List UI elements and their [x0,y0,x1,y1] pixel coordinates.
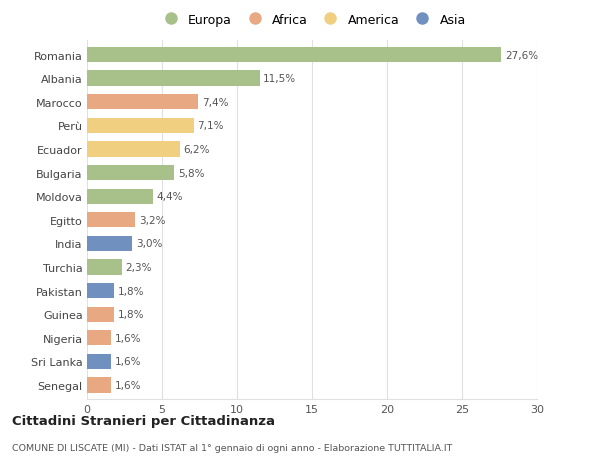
Text: 7,4%: 7,4% [202,98,228,107]
Text: 1,8%: 1,8% [118,286,144,296]
Text: 4,4%: 4,4% [157,192,183,202]
Text: Cittadini Stranieri per Cittadinanza: Cittadini Stranieri per Cittadinanza [12,414,275,428]
Bar [87,378,111,393]
Bar [87,330,111,346]
Bar [87,189,153,204]
Text: 1,6%: 1,6% [115,380,141,390]
Legend: Europa, Africa, America, Asia: Europa, Africa, America, Asia [153,9,471,32]
Text: 1,6%: 1,6% [115,357,141,367]
Bar [87,307,114,322]
Bar [87,213,135,228]
Text: 7,1%: 7,1% [197,121,224,131]
Bar [87,354,111,369]
Bar [87,95,198,110]
Bar [87,71,260,87]
Bar [87,142,180,157]
Text: 2,3%: 2,3% [125,263,152,273]
Bar [87,166,174,181]
Text: 6,2%: 6,2% [184,145,210,155]
Text: 3,2%: 3,2% [139,215,165,225]
Text: 1,6%: 1,6% [115,333,141,343]
Bar [87,48,501,63]
Bar [87,118,193,134]
Bar [87,283,114,299]
Bar [87,260,121,275]
Bar [87,236,132,252]
Text: 11,5%: 11,5% [263,74,296,84]
Text: 5,8%: 5,8% [178,168,204,178]
Text: COMUNE DI LISCATE (MI) - Dati ISTAT al 1° gennaio di ogni anno - Elaborazione TU: COMUNE DI LISCATE (MI) - Dati ISTAT al 1… [12,443,452,452]
Text: 27,6%: 27,6% [505,50,538,61]
Text: 1,8%: 1,8% [118,309,144,319]
Text: 3,0%: 3,0% [136,239,162,249]
